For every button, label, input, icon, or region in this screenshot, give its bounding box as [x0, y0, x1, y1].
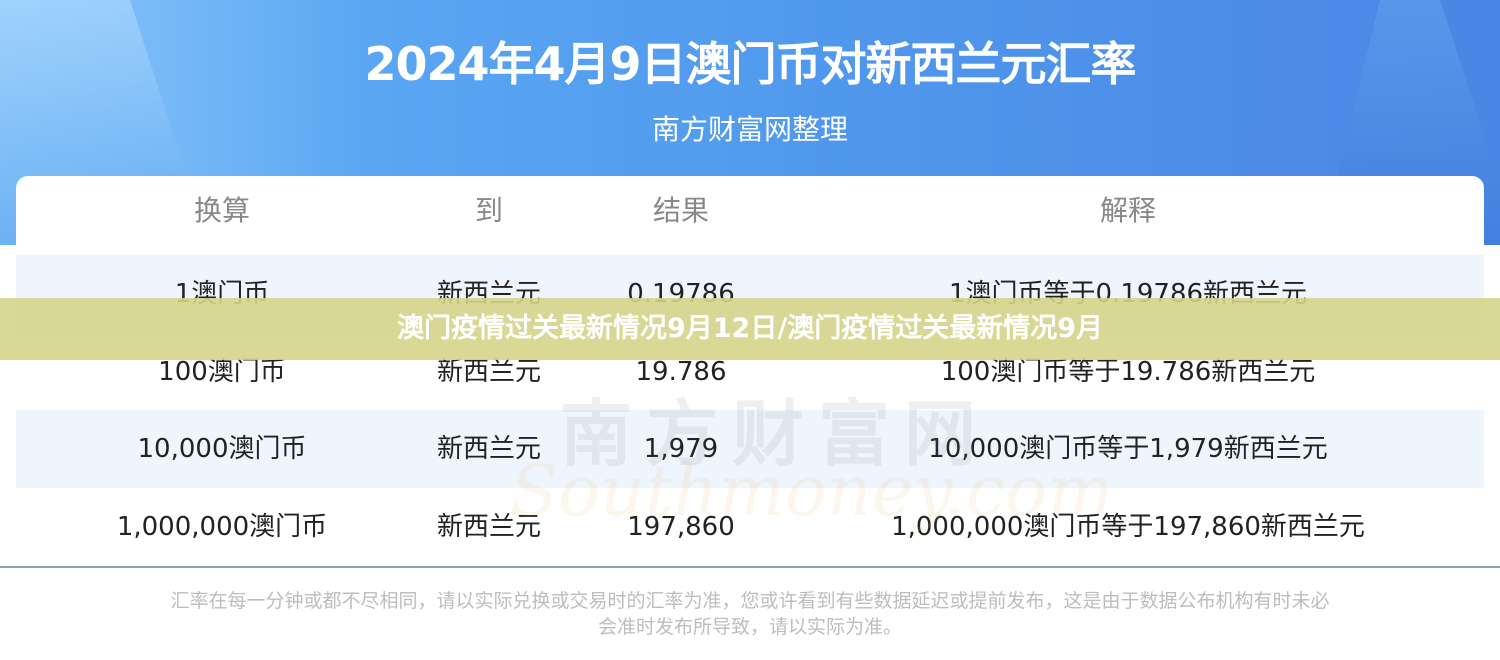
divider: [0, 566, 1500, 568]
cell-explanation: 10,000澳门币等于1,979新西兰元: [928, 434, 1328, 464]
watermark-logo-en: Southmoney.com: [510, 450, 1114, 532]
cell-result: 1,979: [643, 434, 719, 464]
column-header: 解释: [1099, 194, 1157, 227]
table-header: 换算 到 结果 解释: [16, 176, 1484, 254]
cell-target: 新西兰元: [436, 357, 542, 387]
cell-target: 新西兰元: [436, 512, 542, 542]
cell-explanation: 100澳门币等于19.786新西兰元: [940, 357, 1316, 387]
overlay-title-banner: 澳门疫情过关最新情况9月12日/澳门疫情过关最新情况9月: [0, 298, 1500, 360]
cell-result: 19.786: [635, 357, 727, 387]
disclaimer-line: 汇率在每一分钟或都不尽相同，请以实际兑换或交易时的汇率为准，您或许看到有些数据延…: [170, 590, 1330, 612]
column-header: 结果: [652, 194, 710, 227]
cell-amount: 10,000澳门币: [137, 434, 307, 464]
disclaimer: 汇率在每一分钟或都不尽相同，请以实际兑换或交易时的汇率为准，您或许看到有些数据延…: [0, 588, 1500, 640]
table-row: 1,000,000澳门币 新西兰元 197,860 1,000,000澳门币等于…: [16, 488, 1484, 566]
watermark-logo-cn: 南方财富网: [560, 392, 991, 476]
page-title: 2024年4月9日澳门币对新西兰元汇率: [364, 37, 1136, 91]
page-subtitle: 南方财富网整理: [651, 113, 848, 146]
column-header: 换算: [193, 194, 251, 227]
table-row: 100澳门币 新西兰元 19.786 100澳门币等于19.786新西兰元: [16, 333, 1484, 411]
column-header: 到: [474, 194, 504, 227]
cell-target: 新西兰元: [436, 434, 542, 464]
table-row: 10,000澳门币 新西兰元 1,979 10,000澳门币等于1,979新西兰…: [16, 410, 1484, 488]
cell-explanation: 1,000,000澳门币等于197,860新西兰元: [891, 512, 1365, 542]
cell-result: 197,860: [627, 512, 735, 542]
cell-amount: 100澳门币: [158, 357, 286, 387]
cell-amount: 1,000,000澳门币: [116, 512, 328, 542]
disclaimer-line: 会准时发布所导致，请以实际为准。: [597, 616, 902, 638]
rate-table: 换算 到 结果 解释 1澳门币 新西兰元 0.19786 1澳门币等于0.197…: [16, 176, 1484, 566]
